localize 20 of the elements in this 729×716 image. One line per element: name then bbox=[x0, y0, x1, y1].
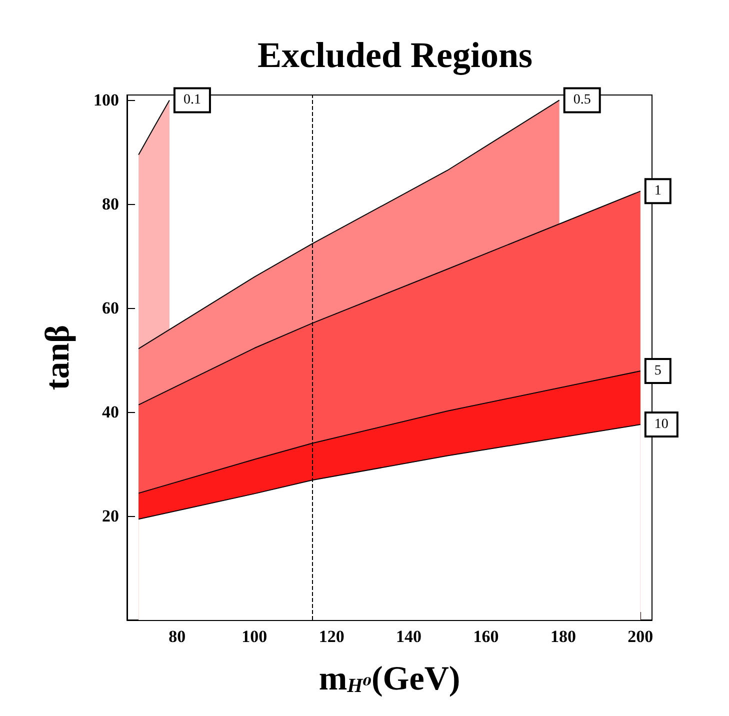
series-label: 1 bbox=[654, 184, 662, 199]
y-tick-label: 100 bbox=[94, 90, 119, 110]
x-tick-label: 120 bbox=[318, 627, 344, 646]
y-tick-label: 60 bbox=[102, 298, 119, 318]
x-tick-label: 80 bbox=[168, 627, 186, 646]
series-label: 0.1 bbox=[183, 92, 201, 108]
x-tick-label: 200 bbox=[628, 627, 654, 646]
y-tick-label: 80 bbox=[102, 194, 119, 214]
x-axis-title: mH⁰(GeV) bbox=[318, 660, 460, 698]
x-tick-label: 140 bbox=[396, 627, 422, 646]
series-label: 10 bbox=[654, 417, 668, 432]
y-tick-label: 40 bbox=[102, 402, 119, 422]
series-label: 0.5 bbox=[573, 92, 591, 108]
y-axis-title: tanβ bbox=[40, 324, 76, 390]
x-tick-label: 180 bbox=[550, 627, 576, 646]
x-tick-label: 160 bbox=[473, 627, 499, 646]
series-label: 5 bbox=[654, 364, 662, 379]
chart-title: Excluded Regions bbox=[257, 35, 533, 75]
y-tick-label: 20 bbox=[102, 506, 119, 526]
x-tick-label: 100 bbox=[242, 627, 268, 646]
